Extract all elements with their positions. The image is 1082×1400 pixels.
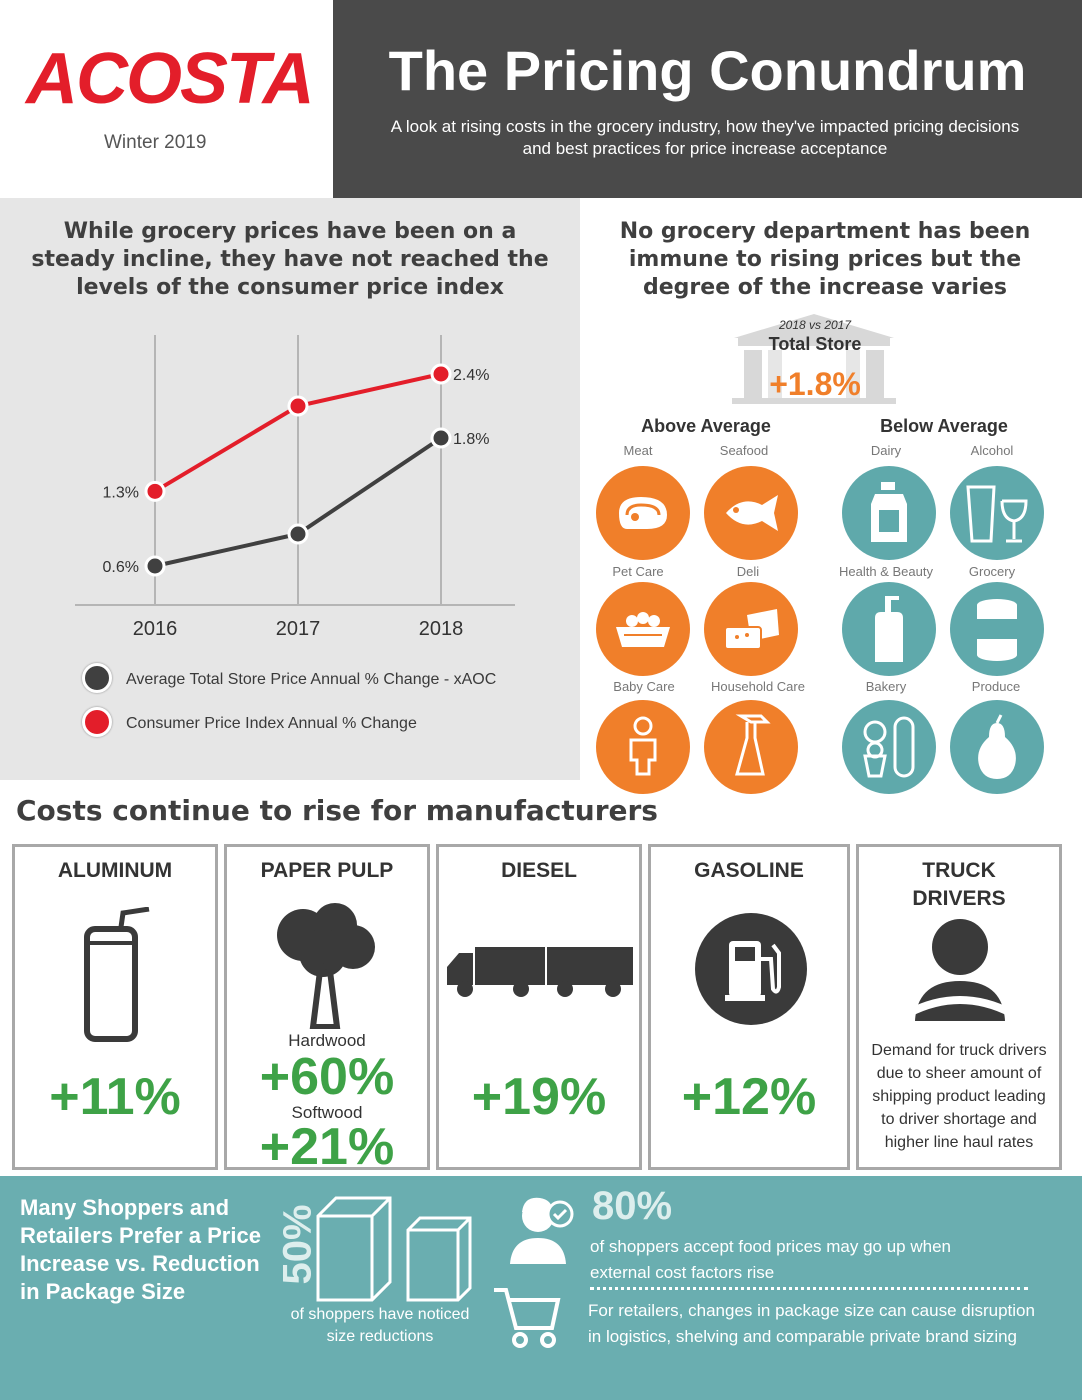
cost-card-diesel: DIESEL +19% bbox=[436, 844, 642, 1170]
dept-label-pet-care: Pet Care bbox=[612, 564, 664, 579]
shopping-cart-icon bbox=[494, 1288, 561, 1348]
stat-80-text: of shoppers accept food prices may go up… bbox=[590, 1237, 951, 1282]
pet-bowl-icon bbox=[596, 582, 690, 676]
dept-label-produce: Produce bbox=[971, 679, 1021, 694]
x-tick-label-2016: 2016 bbox=[133, 618, 178, 640]
can-icon bbox=[950, 582, 1044, 676]
cost-card-paper-pulp: PAPER PULP Hardwood +60% Softwood +21% bbox=[224, 844, 430, 1176]
legend-swatch-cpi bbox=[82, 707, 112, 737]
cost-title-diesel: DIESEL bbox=[501, 859, 577, 882]
hardwood-value: +60% bbox=[259, 1048, 395, 1106]
x-tick-label-2017: 2017 bbox=[276, 618, 321, 640]
cost-value-aluminum: +11% bbox=[49, 1068, 181, 1126]
tree-icon bbox=[277, 903, 375, 1029]
cost-card-aluminum: ALUMINUM +11% bbox=[12, 844, 218, 1170]
publication-date: Winter 2019 bbox=[104, 132, 207, 153]
series-0-point-2018 bbox=[430, 427, 452, 449]
cost-title-gasoline: GASOLINE bbox=[694, 859, 804, 882]
dept-label-bakery: Bakery bbox=[865, 679, 907, 694]
bread-icon bbox=[842, 700, 936, 794]
legend-label-cpi: Consumer Price Index Annual % Change bbox=[126, 715, 417, 732]
series-0-point-2017 bbox=[287, 523, 309, 545]
driver-icon bbox=[907, 919, 1013, 1021]
milk-jug-icon bbox=[842, 466, 936, 560]
stat-50-text: of shoppers have noticed size reductions bbox=[290, 1306, 470, 1345]
fish-icon bbox=[704, 466, 798, 560]
stat-50-value: 50% bbox=[275, 1204, 320, 1285]
meat-icon bbox=[596, 466, 690, 560]
cost-title-aluminum: ALUMINUM bbox=[57, 859, 173, 882]
truck-drivers-text: Demand for truck drivers due to sheer am… bbox=[871, 1042, 1047, 1151]
boxes-icon bbox=[316, 1196, 472, 1302]
brand-logo: ACOSTA bbox=[26, 39, 315, 119]
spray-bottle-icon bbox=[704, 700, 798, 794]
dept-label-health-beauty: Health & Beauty bbox=[839, 564, 933, 579]
cost-title-paper-pulp: PAPER PULP bbox=[260, 859, 394, 882]
cost-card-gasoline: GASOLINE +12% bbox=[648, 844, 850, 1170]
page-title: The Pricing Conundrum bbox=[388, 39, 1027, 102]
series-1-point-2016 bbox=[144, 480, 166, 502]
glasses-icon bbox=[950, 466, 1044, 560]
dept-label-seafood: Seafood bbox=[719, 443, 769, 458]
above-average-label: Above Average bbox=[641, 416, 771, 436]
cost-value-gasoline: +12% bbox=[681, 1068, 817, 1126]
dept-label-deli: Deli bbox=[736, 564, 760, 579]
dept-label-baby-care: Baby Care bbox=[613, 679, 675, 694]
cost-value-diesel: +19% bbox=[471, 1068, 607, 1126]
cost-card-truck-drivers: TRUCK DRIVERS Demand for truck drivers d… bbox=[856, 844, 1062, 1170]
series-0-label-2016: 0.6% bbox=[103, 559, 139, 576]
banner-heading: Many Shoppers and Retailers Prefer a Pri… bbox=[20, 1195, 261, 1304]
below-average-label: Below Average bbox=[880, 416, 1008, 436]
store-label: Total Store bbox=[768, 334, 862, 354]
series-1-label-2018: 2.4% bbox=[453, 367, 489, 384]
softwood-value: +21% bbox=[259, 1118, 395, 1176]
series-1-point-2017 bbox=[287, 395, 309, 417]
truck-icon bbox=[447, 947, 633, 997]
dept-label-dairy: Dairy bbox=[870, 443, 902, 458]
soda-can-icon bbox=[84, 907, 150, 1042]
title-banner bbox=[333, 0, 1082, 198]
page-subtitle: A look at rising costs in the grocery in… bbox=[390, 117, 1020, 158]
chart-heading: While grocery prices have been on a stea… bbox=[31, 219, 549, 300]
store-change: +1.8% bbox=[769, 366, 861, 402]
store-building-icon bbox=[732, 314, 896, 404]
dotted-divider bbox=[590, 1287, 1028, 1290]
series-1-label-2016: 1.3% bbox=[103, 484, 139, 501]
pear-icon bbox=[950, 700, 1044, 794]
costs-heading: Costs continue to rise for manufacturers bbox=[16, 794, 658, 827]
series-0-point-2016 bbox=[144, 555, 166, 577]
legend-label-avg: Average Total Store Price Annual % Chang… bbox=[126, 671, 497, 688]
legend-swatch-avg bbox=[82, 663, 112, 693]
baby-icon bbox=[596, 700, 690, 794]
x-tick-label-2018: 2018 bbox=[419, 618, 464, 640]
gas-pump-icon bbox=[695, 913, 807, 1025]
departments-heading: No grocery department has been immune to… bbox=[619, 219, 1031, 300]
cost-title-truck-drivers: TRUCK DRIVERS bbox=[912, 859, 1006, 910]
price-line-chart: 2016 2017 2018 0.6% 1.8% 1.3% 2.4% bbox=[75, 335, 515, 640]
pump-bottle-icon bbox=[842, 582, 936, 676]
stat-80-value: 80% bbox=[592, 1184, 673, 1228]
cheese-icon bbox=[704, 582, 798, 676]
dept-label-grocery: Grocery bbox=[968, 564, 1016, 579]
retailer-text: For retailers, changes in package size c… bbox=[588, 1301, 1035, 1346]
series-1-point-2018 bbox=[430, 363, 452, 385]
hardwood-label: Hardwood bbox=[288, 1031, 366, 1050]
shopper-icon bbox=[510, 1197, 574, 1264]
dept-label-meat: Meat bbox=[623, 443, 653, 458]
dept-label-household-care: Household Care bbox=[711, 679, 805, 694]
softwood-label: Softwood bbox=[291, 1103, 363, 1122]
series-0-label-2018: 1.8% bbox=[453, 431, 489, 448]
store-period: 2018 vs 2017 bbox=[778, 318, 852, 332]
dept-label-alcohol: Alcohol bbox=[970, 443, 1014, 458]
